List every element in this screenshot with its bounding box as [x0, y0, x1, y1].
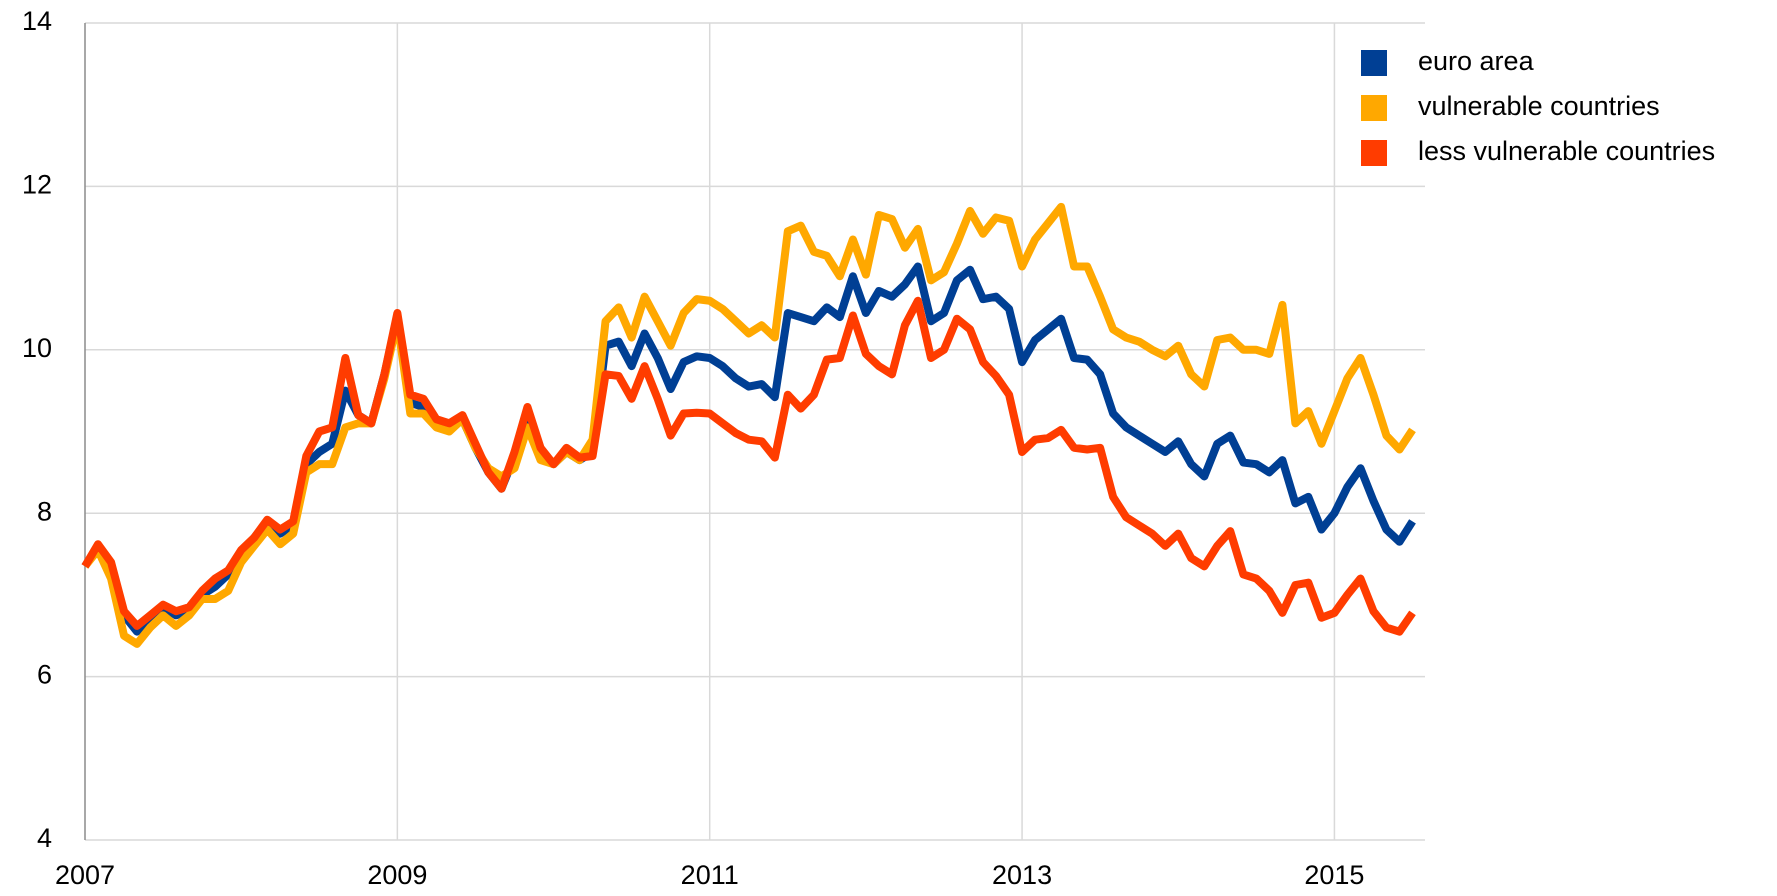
- x-tick-label: 2009: [367, 860, 427, 890]
- y-tick-label: 6: [37, 660, 52, 690]
- x-tick-label: 2007: [55, 860, 115, 890]
- legend-swatch: [1361, 50, 1387, 76]
- y-tick-label: 8: [37, 496, 52, 526]
- legend-swatch: [1361, 140, 1387, 166]
- x-tick-label: 2015: [1304, 860, 1364, 890]
- x-tick-label: 2011: [681, 860, 739, 890]
- y-tick-label: 12: [22, 170, 52, 200]
- y-tick-label: 14: [22, 6, 52, 36]
- series-line: [81, 262, 1416, 636]
- x-tick-label: 2013: [992, 860, 1052, 890]
- legend-swatch: [1361, 95, 1387, 121]
- series-line: [81, 202, 1416, 648]
- legend-label: vulnerable countries: [1418, 91, 1660, 121]
- y-tick-label: 4: [37, 823, 52, 853]
- y-tick-label: 10: [22, 333, 52, 363]
- legend-label: less vulnerable countries: [1418, 136, 1715, 166]
- legend-label: euro area: [1418, 46, 1535, 76]
- series-line: [81, 296, 1416, 636]
